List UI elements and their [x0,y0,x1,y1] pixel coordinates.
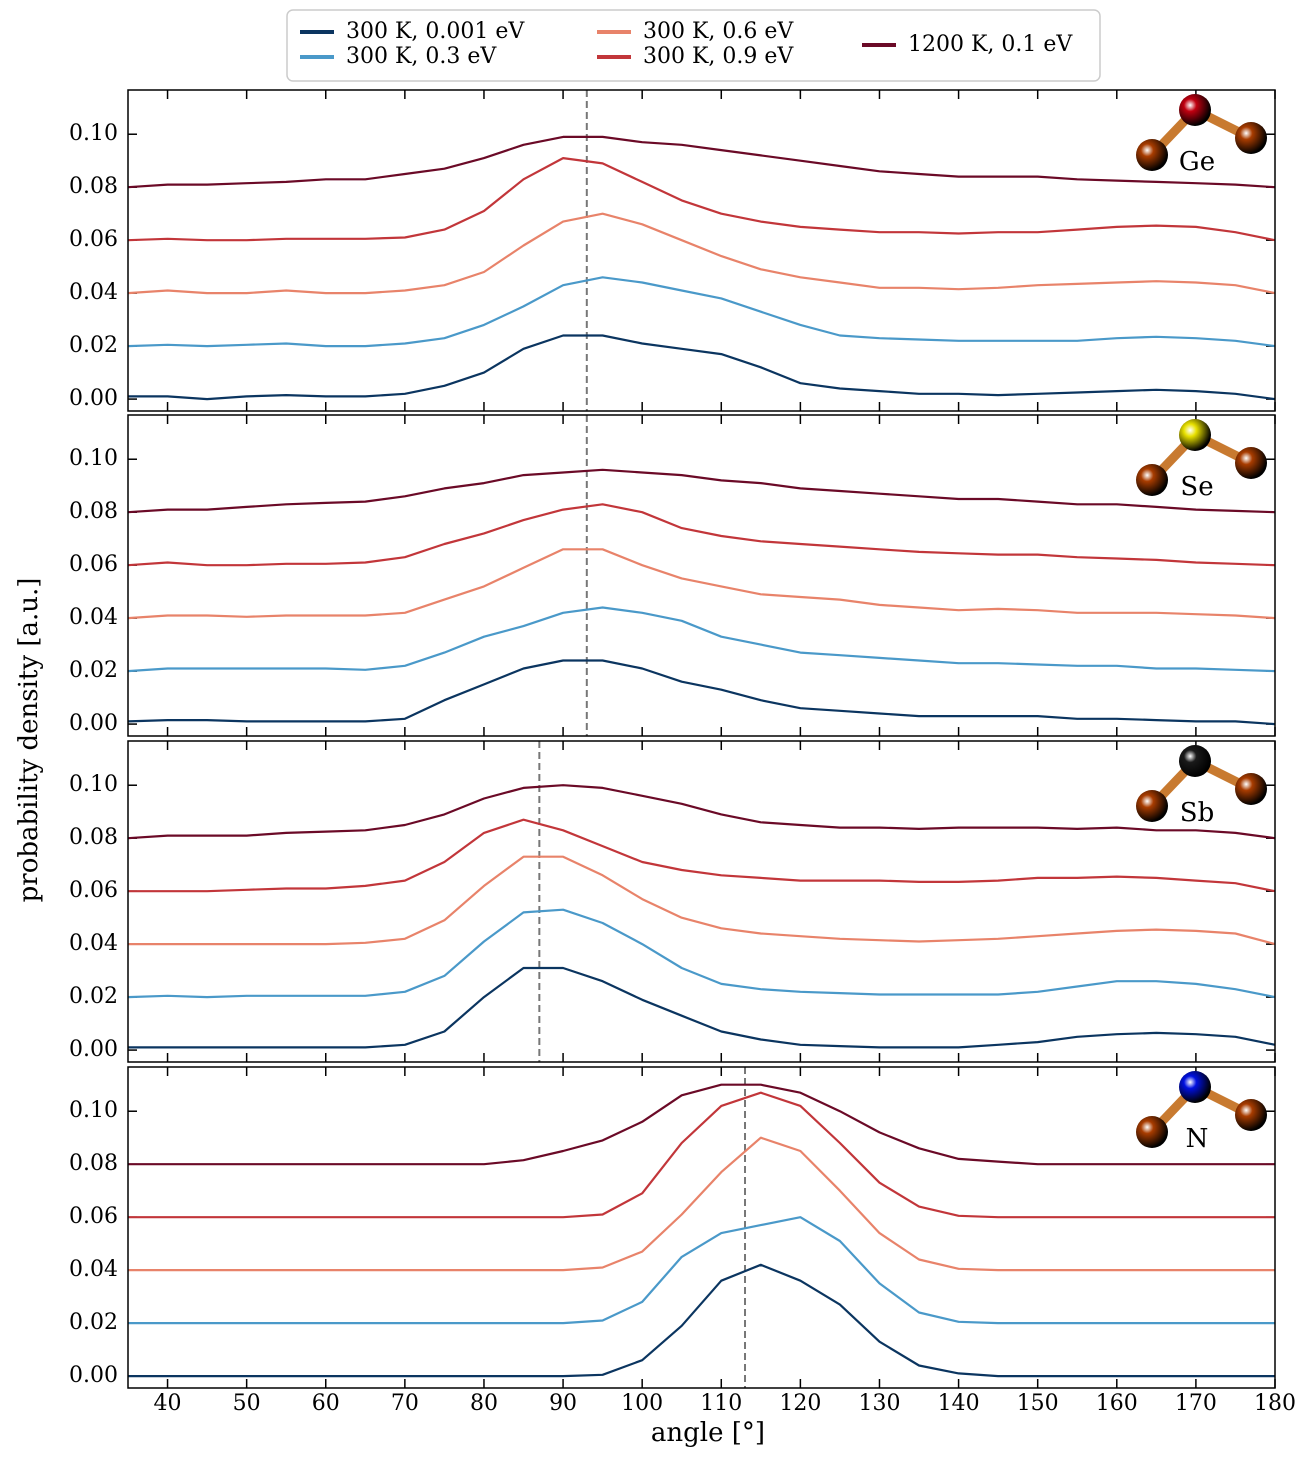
y-tick-label: 0.02 [69,333,118,358]
molecule-icon [1136,1071,1267,1148]
atom [1235,122,1267,154]
y-tick-label: 0.04 [69,605,118,630]
x-axis-label: angle [°] [651,1418,765,1448]
x-tick-label: 70 [391,1391,419,1416]
series-line [128,1216,1275,1325]
series-line [127,276,1276,348]
plot-frame [127,414,1276,737]
y-tick-label: 0.06 [69,1204,118,1229]
x-tick-label: 90 [549,1391,577,1416]
x-tick-label: 60 [312,1391,340,1416]
y-tick-label: 0.00 [69,711,118,736]
series-line [128,1083,1275,1166]
legend-label: 300 K, 0.3 eV [346,44,497,69]
panel-label: Sb [1180,798,1214,828]
y-tick-label: 0.08 [69,174,118,199]
atom [1136,790,1168,822]
molecule-icon [1136,745,1267,822]
y-tick-label: 0.08 [69,1151,118,1176]
y-tick-label: 0.06 [69,227,118,252]
atom [1136,1116,1168,1148]
y-tick-label: 0.10 [69,446,118,471]
plot-frame [127,1066,1276,1389]
series-line [127,135,1276,189]
y-tick-label: 0.10 [69,772,118,797]
legend-label: 300 K, 0.001 eV [346,19,525,44]
legend-label: 300 K, 0.9 eV [643,44,794,69]
series-line [128,966,1276,1049]
y-tick-label: 0.00 [69,1037,118,1062]
series-line [127,157,1276,242]
panel-label: N [1186,1124,1209,1154]
atom [1136,139,1168,171]
x-tick-label: 110 [700,1391,742,1416]
legend-box [286,9,1101,82]
y-tick-label: 0.06 [69,552,118,577]
series-line [128,818,1276,893]
molecule-icon [1136,94,1267,171]
atom [1179,1071,1211,1103]
y-tick-label: 0.08 [69,499,118,524]
legend-label: 1200 K, 0.1 eV [908,32,1073,57]
x-tick-label: 40 [154,1391,182,1416]
series-line [127,503,1276,567]
y-tick-label: 0.00 [69,1363,118,1388]
y-tick-label: 0.10 [69,1098,118,1123]
x-tick-label: 140 [938,1391,980,1416]
series-line [128,855,1276,946]
x-tick-label: 100 [621,1391,663,1416]
plot-frame [127,89,1276,412]
x-tick-label: 120 [779,1391,821,1416]
atom [1235,1099,1267,1131]
x-tick-label: 160 [1096,1391,1138,1416]
y-tick-label: 0.10 [69,121,118,146]
series-line [128,334,1276,401]
series-line [127,784,1276,840]
x-tick-label: 180 [1254,1391,1296,1416]
atom [1179,745,1211,777]
y-tick-label: 0.04 [69,280,118,305]
series-line [128,1263,1275,1378]
panel-label: Se [1180,472,1213,502]
y-tick-label: 0.02 [69,1310,118,1335]
series-line [128,1091,1275,1219]
y-tick-label: 0.06 [69,878,118,903]
atom [1235,447,1267,479]
y-tick-label: 0.00 [69,386,118,411]
x-tick-label: 150 [1017,1391,1059,1416]
y-axis-label: probability density [a.u.] [14,578,44,903]
series-line [127,468,1276,514]
x-tick-label: 130 [858,1391,900,1416]
y-tick-label: 0.02 [69,658,118,683]
series-line [128,1136,1275,1272]
series-line [127,908,1276,999]
x-tick-label: 50 [233,1391,261,1416]
x-tick-label: 80 [470,1391,498,1416]
atom [1179,94,1211,126]
y-tick-label: 0.08 [69,825,118,850]
series-line [127,212,1276,295]
atom [1136,464,1168,496]
plot-frame [127,740,1276,1063]
atom [1235,773,1267,805]
x-tick-label: 170 [1175,1391,1217,1416]
panel-label: Ge [1179,147,1215,177]
y-tick-label: 0.04 [69,931,118,956]
y-tick-label: 0.02 [69,984,118,1009]
y-tick-label: 0.04 [69,1257,118,1282]
legend-label: 300 K, 0.6 eV [643,19,794,44]
series-line [127,659,1276,726]
series-line [127,548,1276,620]
molecule-icon [1136,419,1267,496]
atom [1179,419,1211,451]
series-line [127,606,1276,673]
